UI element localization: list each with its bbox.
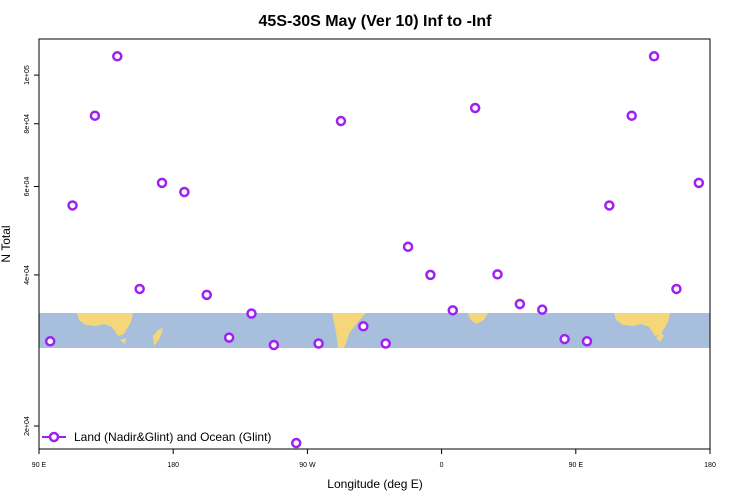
x-axis-title: Longitude (deg E) [327, 477, 422, 491]
data-point [380, 338, 391, 349]
legend-entry-label: Land (Nadir&Glint) and Ocean (Glint) [74, 430, 271, 444]
x-tick-label: 90 E [32, 462, 47, 469]
data-point [335, 115, 347, 127]
land-new-zealand-1 [153, 328, 163, 346]
plot-frame [38, 38, 711, 450]
ocean-band [39, 313, 710, 348]
y-tick-label: 2e+04 [24, 416, 31, 436]
data-point [313, 338, 324, 349]
data-points [44, 51, 705, 449]
data-point [581, 336, 593, 347]
legend: Land (Nadir&Glint) and Ocean (Glint) [42, 430, 271, 444]
y-tick-label: 1e+05 [24, 65, 31, 85]
data-point [671, 283, 682, 295]
data-point [290, 437, 302, 449]
x-tick-label: 180 [704, 462, 716, 469]
y-tick-label: 4e+04 [24, 265, 31, 285]
y-tick-label: 8e+04 [24, 114, 31, 134]
data-point [447, 305, 459, 316]
data-point [469, 102, 481, 114]
data-point [492, 269, 503, 280]
data-point [514, 298, 526, 310]
data-point [44, 336, 56, 347]
data-point [559, 333, 570, 345]
data-point [358, 321, 369, 332]
data-point [112, 51, 123, 62]
y-tick-label: 6e+04 [24, 177, 31, 197]
x-axis: 90 E 180 90 W 0 90 E 180 [32, 449, 716, 469]
land-australia-1 [77, 313, 133, 336]
data-point [537, 304, 548, 315]
data-point [425, 269, 436, 281]
land-south-america [332, 313, 366, 348]
world-map-strip [39, 313, 710, 348]
data-point [648, 51, 660, 62]
data-point [693, 177, 705, 189]
legend-swatch-marker [48, 431, 60, 443]
data-point [179, 186, 190, 198]
data-point [246, 308, 257, 319]
data-point [604, 200, 615, 211]
data-point [67, 200, 78, 211]
land-south-africa [468, 313, 488, 324]
data-point [268, 339, 280, 351]
y-axis-title: N Total [0, 225, 13, 262]
x-tick-label: 0 [440, 462, 444, 469]
data-point [134, 283, 145, 295]
y-axis: 2e+04 4e+04 6e+04 8e+04 1e+05 [24, 65, 39, 436]
land-new-zealand-2 [656, 333, 664, 342]
chart-title: 45S-30S May (Ver 10) Inf to -Inf [259, 13, 493, 30]
land-tasmania-1 [120, 338, 126, 344]
data-point [156, 177, 168, 189]
data-point [402, 241, 414, 253]
data-point [89, 110, 101, 121]
x-tick-label: 90 E [569, 462, 584, 469]
data-point [626, 110, 637, 121]
land-australia-2 [614, 313, 670, 336]
data-point [223, 332, 235, 343]
x-tick-label: 180 [167, 462, 179, 469]
data-point [201, 289, 212, 301]
x-tick-label: 90 W [299, 462, 316, 469]
